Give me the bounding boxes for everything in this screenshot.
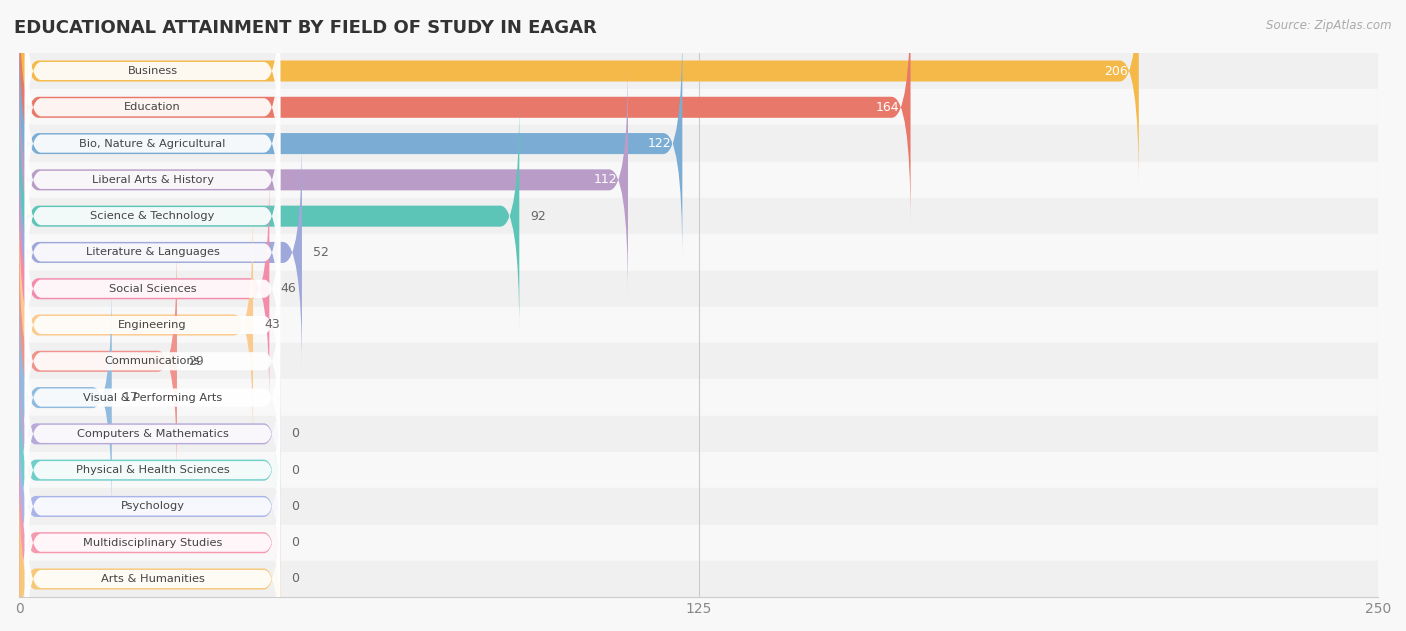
FancyBboxPatch shape xyxy=(20,63,628,297)
Text: 0: 0 xyxy=(291,464,299,476)
FancyBboxPatch shape xyxy=(20,281,111,514)
FancyBboxPatch shape xyxy=(20,0,1139,187)
FancyBboxPatch shape xyxy=(25,406,280,606)
Bar xyxy=(20,307,1378,343)
Text: 92: 92 xyxy=(530,209,546,223)
FancyBboxPatch shape xyxy=(25,8,280,207)
Bar xyxy=(20,53,1378,89)
Text: 0: 0 xyxy=(291,500,299,513)
Text: Education: Education xyxy=(124,102,181,112)
Text: 43: 43 xyxy=(264,319,280,331)
FancyBboxPatch shape xyxy=(20,208,253,442)
FancyBboxPatch shape xyxy=(20,100,519,333)
Text: 0: 0 xyxy=(291,536,299,549)
Bar xyxy=(20,379,1378,416)
FancyBboxPatch shape xyxy=(20,336,280,532)
FancyBboxPatch shape xyxy=(25,0,280,171)
Text: Social Sciences: Social Sciences xyxy=(108,284,197,293)
Text: 122: 122 xyxy=(648,137,672,150)
Text: 17: 17 xyxy=(122,391,139,404)
FancyBboxPatch shape xyxy=(25,261,280,461)
Bar xyxy=(20,126,1378,162)
Bar xyxy=(20,416,1378,452)
FancyBboxPatch shape xyxy=(25,80,280,280)
FancyBboxPatch shape xyxy=(20,172,270,405)
Text: Psychology: Psychology xyxy=(121,502,184,512)
Bar xyxy=(20,162,1378,198)
FancyBboxPatch shape xyxy=(20,444,280,631)
Text: Multidisciplinary Studies: Multidisciplinary Studies xyxy=(83,538,222,548)
Bar xyxy=(20,524,1378,561)
FancyBboxPatch shape xyxy=(20,136,302,369)
Text: 0: 0 xyxy=(291,427,299,440)
FancyBboxPatch shape xyxy=(25,370,280,570)
Text: Liberal Arts & History: Liberal Arts & History xyxy=(91,175,214,185)
Text: 206: 206 xyxy=(1104,64,1128,78)
Text: Engineering: Engineering xyxy=(118,320,187,330)
FancyBboxPatch shape xyxy=(25,44,280,244)
Bar xyxy=(20,561,1378,597)
FancyBboxPatch shape xyxy=(25,153,280,352)
Text: 52: 52 xyxy=(312,246,329,259)
Text: Bio, Nature & Agricultural: Bio, Nature & Agricultural xyxy=(79,139,226,148)
FancyBboxPatch shape xyxy=(20,27,682,260)
FancyBboxPatch shape xyxy=(20,245,177,478)
Text: Source: ZipAtlas.com: Source: ZipAtlas.com xyxy=(1267,19,1392,32)
Bar xyxy=(20,488,1378,524)
FancyBboxPatch shape xyxy=(20,408,280,604)
FancyBboxPatch shape xyxy=(20,372,280,569)
FancyBboxPatch shape xyxy=(25,116,280,316)
Text: 46: 46 xyxy=(280,282,295,295)
Bar xyxy=(20,89,1378,126)
Bar xyxy=(20,198,1378,234)
Text: Literature & Languages: Literature & Languages xyxy=(86,247,219,257)
Text: Science & Technology: Science & Technology xyxy=(90,211,215,221)
FancyBboxPatch shape xyxy=(25,298,280,497)
FancyBboxPatch shape xyxy=(25,189,280,389)
Text: Physical & Health Sciences: Physical & Health Sciences xyxy=(76,465,229,475)
FancyBboxPatch shape xyxy=(25,334,280,534)
Text: Business: Business xyxy=(128,66,177,76)
Bar xyxy=(20,271,1378,307)
FancyBboxPatch shape xyxy=(20,0,911,224)
Text: Visual & Performing Arts: Visual & Performing Arts xyxy=(83,392,222,403)
FancyBboxPatch shape xyxy=(25,443,280,631)
Text: Arts & Humanities: Arts & Humanities xyxy=(101,574,204,584)
Text: 0: 0 xyxy=(291,572,299,586)
Text: EDUCATIONAL ATTAINMENT BY FIELD OF STUDY IN EAGAR: EDUCATIONAL ATTAINMENT BY FIELD OF STUDY… xyxy=(14,19,596,37)
Text: 112: 112 xyxy=(593,174,617,186)
Bar xyxy=(20,452,1378,488)
Text: Computers & Mathematics: Computers & Mathematics xyxy=(76,429,228,439)
Text: 29: 29 xyxy=(188,355,204,368)
FancyBboxPatch shape xyxy=(25,479,280,631)
FancyBboxPatch shape xyxy=(25,225,280,425)
Text: Communications: Communications xyxy=(104,357,200,366)
Bar xyxy=(20,234,1378,271)
FancyBboxPatch shape xyxy=(20,481,280,631)
Text: 164: 164 xyxy=(876,101,900,114)
Bar xyxy=(20,343,1378,379)
